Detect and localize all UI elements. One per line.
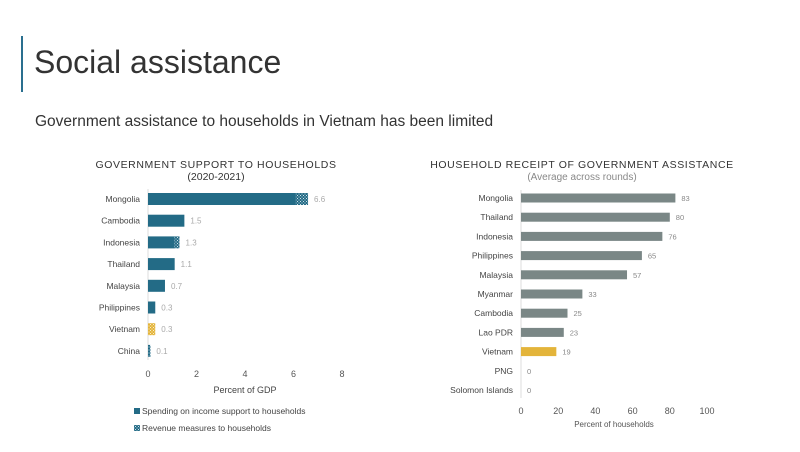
data-label: 0: [527, 386, 531, 395]
chart1-subtitle: (2020-2021): [187, 171, 244, 183]
bar: [521, 193, 676, 203]
category-label: Mongolia: [479, 193, 514, 203]
x-tick-label: 40: [590, 406, 600, 416]
bar: [521, 231, 663, 241]
bar-spending: [148, 236, 175, 249]
data-label: 65: [648, 252, 656, 261]
bar-revenue: [174, 236, 180, 249]
category-label: Cambodia: [101, 216, 140, 226]
category-label: Philippines: [99, 303, 140, 313]
category-label: Myanmar: [478, 289, 514, 299]
category-label: Indonesia: [476, 231, 513, 241]
data-label: 1.1: [181, 260, 193, 269]
bar-revenue: [295, 193, 309, 205]
legend-revenue: Revenue measures to households: [142, 423, 271, 433]
x-tick-label: 2: [194, 369, 199, 379]
category-label: Malaysia: [479, 270, 513, 280]
chart2-xlabel: Percent of households: [574, 420, 654, 429]
chart2-subtitle: (Average across rounds): [527, 172, 636, 183]
x-tick-label: 20: [553, 406, 563, 416]
x-tick-label: 6: [291, 369, 296, 379]
bar: [521, 308, 568, 318]
bar: [521, 212, 670, 222]
chart1-xlabel: Percent of GDP: [213, 385, 276, 395]
data-label: 0: [527, 367, 531, 376]
data-label: 0.7: [171, 282, 183, 291]
bar: [521, 289, 583, 299]
data-label: 57: [633, 271, 641, 280]
data-label: 76: [668, 232, 676, 241]
category-label: Thailand: [107, 259, 140, 269]
slide-title: Social assistance: [34, 44, 282, 80]
category-label: Mongolia: [106, 194, 141, 204]
data-label: 23: [570, 328, 578, 337]
category-label: Solomon Islands: [450, 385, 513, 395]
category-label: Vietnam: [482, 347, 513, 357]
x-tick-label: 8: [339, 369, 344, 379]
category-label: Thailand: [480, 212, 513, 222]
accent-bar: [21, 36, 23, 92]
data-label: 33: [588, 290, 596, 299]
data-label: 83: [681, 194, 689, 203]
bar: [521, 347, 557, 357]
data-label: 19: [562, 348, 570, 357]
data-label: 25: [574, 309, 582, 318]
x-tick-label: 60: [628, 406, 638, 416]
x-tick-label: 100: [699, 406, 714, 416]
bar: [521, 327, 564, 337]
data-label: 0.3: [161, 325, 173, 334]
category-label: Indonesia: [103, 237, 140, 247]
category-label: Philippines: [472, 251, 513, 261]
category-label: Lao PDR: [479, 327, 514, 337]
bar: [521, 270, 628, 280]
x-tick-label: 0: [145, 369, 150, 379]
chart1-title: GOVERNMENT SUPPORT TO HOUSEHOLDS: [95, 159, 336, 171]
bar-revenue: [148, 323, 156, 336]
bar-spending: [148, 193, 296, 205]
slide-subtitle: Government assistance to households in V…: [35, 113, 494, 130]
legend-swatch-spending: [134, 408, 140, 414]
category-label: Malaysia: [106, 281, 140, 291]
data-label: 0.1: [156, 347, 168, 356]
category-label: Vietnam: [109, 324, 140, 334]
chart2-title: HOUSEHOLD RECEIPT OF GOVERNMENT ASSISTAN…: [430, 159, 734, 171]
data-label: 0.3: [161, 304, 173, 313]
x-tick-label: 80: [665, 406, 675, 416]
bar-spending: [148, 214, 185, 227]
x-tick-label: 0: [518, 406, 523, 416]
data-label: 80: [676, 213, 684, 222]
bar: [521, 251, 642, 261]
data-label: 1.5: [190, 217, 202, 226]
category-label: PNG: [495, 366, 513, 376]
x-tick-label: 4: [242, 369, 247, 379]
bar-spending: [148, 279, 165, 292]
category-label: Cambodia: [474, 308, 513, 318]
bar-spending: [148, 301, 156, 314]
data-label: 1.3: [186, 238, 198, 247]
category-label: China: [118, 346, 140, 356]
bar-spending: [148, 258, 175, 271]
legend-swatch-revenue: [134, 425, 140, 431]
legend-spending: Spending on income support to households: [142, 406, 306, 416]
data-label: 6.6: [314, 195, 326, 204]
bar-revenue: [148, 344, 151, 357]
